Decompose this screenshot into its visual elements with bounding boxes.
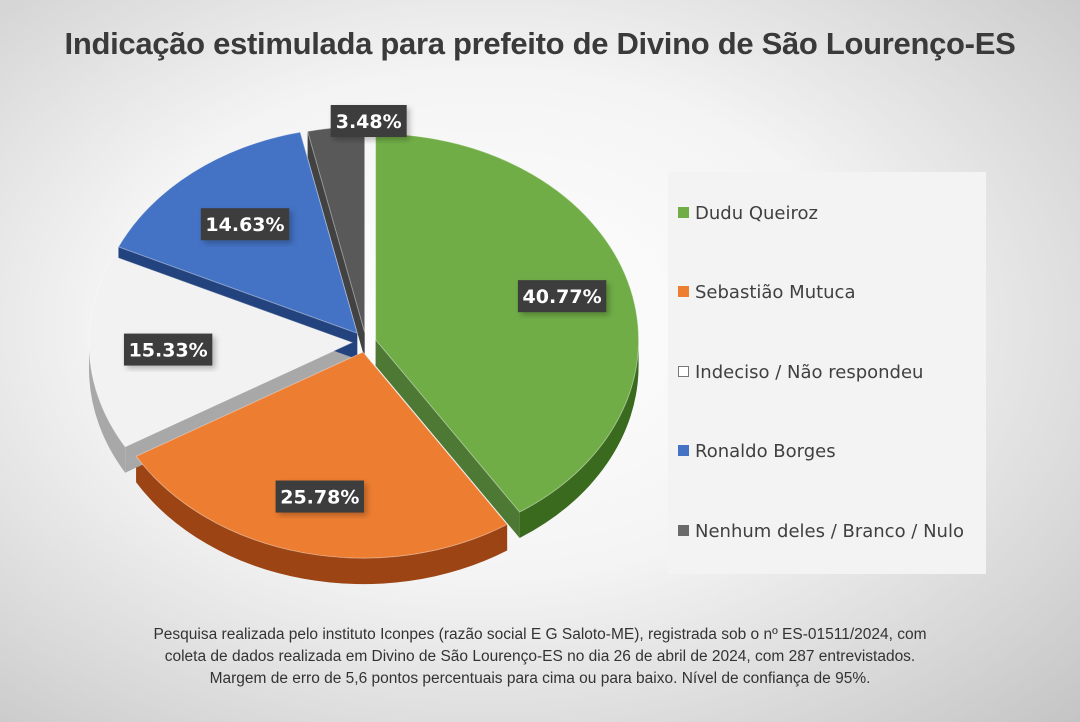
data-label-indeciso-nao-respondeu: 15.33% xyxy=(123,333,213,366)
legend-item-dudu-queiroz: Dudu Queiroz xyxy=(678,203,818,224)
pie-slice-wall-dudu-queiroz xyxy=(375,339,520,539)
footnote-line: coleta de dados realizada em Divino de S… xyxy=(164,648,916,665)
legend-item-sebastiao-mutuca: Sebastião Mutuca xyxy=(678,282,856,303)
pie-slice-side-sebastiao-mutuca xyxy=(136,456,508,585)
data-label-sebastiao-mutuca: 25.78% xyxy=(275,480,365,513)
legend-item-indeciso: Indeciso / Não respondeu xyxy=(678,362,923,383)
data-label-box xyxy=(330,105,407,137)
data-label-box xyxy=(275,480,365,513)
pie-slice-dudu-queiroz xyxy=(375,133,640,513)
legend-swatch xyxy=(678,366,689,377)
footnote-line: Margem de erro de 5,6 pontos percentuais… xyxy=(209,670,871,687)
data-label-text: 25.78% xyxy=(280,487,359,509)
footnote-line: Pesquisa realizada pelo instituto Iconpe… xyxy=(153,626,927,643)
data-label-dudu-queiroz: 40.77% xyxy=(517,280,607,313)
data-label-text: 3.48% xyxy=(336,111,402,133)
pie-slice-indeciso-nao-respondeu xyxy=(88,255,354,448)
data-label-box xyxy=(517,280,607,313)
legend-item-nenhum: Nenhum deles / Branco / Nulo xyxy=(678,521,964,542)
legend-item-ronaldo-borges: Ronaldo Borges xyxy=(678,441,836,462)
pie-slice-side-indeciso-nao-respondeu xyxy=(89,342,126,473)
data-label-box xyxy=(123,333,213,366)
survey-footnote: Pesquisa realizada pelo instituto Iconpe… xyxy=(0,624,1080,690)
legend-label: Ronaldo Borges xyxy=(695,441,836,462)
legend-swatch xyxy=(678,445,689,456)
legend-swatch xyxy=(678,286,689,297)
legend-label: Dudu Queiroz xyxy=(695,203,818,224)
pie-slice-sebastiao-mutuca xyxy=(135,351,508,559)
chart-title: Indicação estimulada para prefeito de Di… xyxy=(64,26,1016,61)
pie-slice-side-dudu-queiroz xyxy=(519,339,639,539)
pie-slice-wall-nenhum-deles-branco-nulo xyxy=(307,131,365,359)
legend-swatch xyxy=(678,525,689,536)
data-label-text: 40.77% xyxy=(523,286,602,308)
legend-swatch xyxy=(678,207,689,218)
legend-label: Indeciso / Não respondeu xyxy=(695,362,924,383)
data-label-text: 15.33% xyxy=(129,340,208,362)
data-label-ronaldo-borges: 14.63% xyxy=(200,208,290,241)
data-label-text: 14.63% xyxy=(205,214,284,236)
data-label-box xyxy=(200,208,290,241)
legend-label: Nenhum deles / Branco / Nulo xyxy=(695,521,964,542)
legend-label: Sebastião Mutuca xyxy=(695,282,856,303)
data-label-nenhum-deles-branco-nulo: 3.48% xyxy=(330,105,407,137)
chart-legend: Dudu Queiroz Sebastião Mutuca Indeciso /… xyxy=(668,172,986,574)
